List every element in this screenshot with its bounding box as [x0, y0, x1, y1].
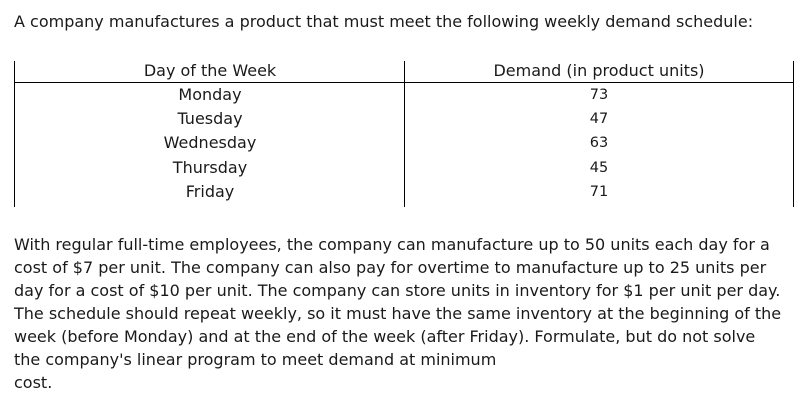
- paragraph-line: the company's linear program to meet dem…: [14, 350, 497, 369]
- paragraph-line: cost of $7 per unit. The company can als…: [14, 258, 767, 277]
- table-row-day: Thursday: [172, 158, 248, 177]
- paragraph-line: The schedule should repeat weekly, so it…: [14, 304, 782, 323]
- table-row-day: Wednesday: [163, 133, 257, 152]
- header-day-of-week: Day of the Week: [143, 61, 277, 80]
- table-row-demand: 45: [589, 160, 609, 176]
- paragraph-line: With regular full-time employees, the co…: [14, 235, 770, 254]
- problem-description: With regular full-time employees, the co…: [14, 233, 804, 394]
- header-demand: Demand (in product units): [493, 61, 705, 80]
- table-right-border: [793, 61, 794, 207]
- problem-intro: A company manufactures a product that mu…: [14, 12, 754, 31]
- table-header-rule: [14, 82, 794, 83]
- table-row-day: Tuesday: [177, 109, 243, 128]
- paragraph-line: cost.: [14, 373, 53, 392]
- demand-table: Day of the Week Demand (in product units…: [14, 59, 794, 207]
- table-left-border: [14, 61, 15, 207]
- paragraph-line: week (before Monday) and at the end of t…: [14, 327, 756, 346]
- table-middle-border: [404, 61, 405, 207]
- table-row-day: Friday: [185, 182, 235, 201]
- table-row-demand: 63: [589, 135, 609, 151]
- table-row-demand: 73: [589, 87, 609, 103]
- table-row-day: Monday: [178, 85, 242, 104]
- table-row-demand: 71: [589, 184, 609, 200]
- table-row-demand: 47: [589, 111, 609, 127]
- paragraph-line: day for a cost of $10 per unit. The comp…: [14, 281, 781, 300]
